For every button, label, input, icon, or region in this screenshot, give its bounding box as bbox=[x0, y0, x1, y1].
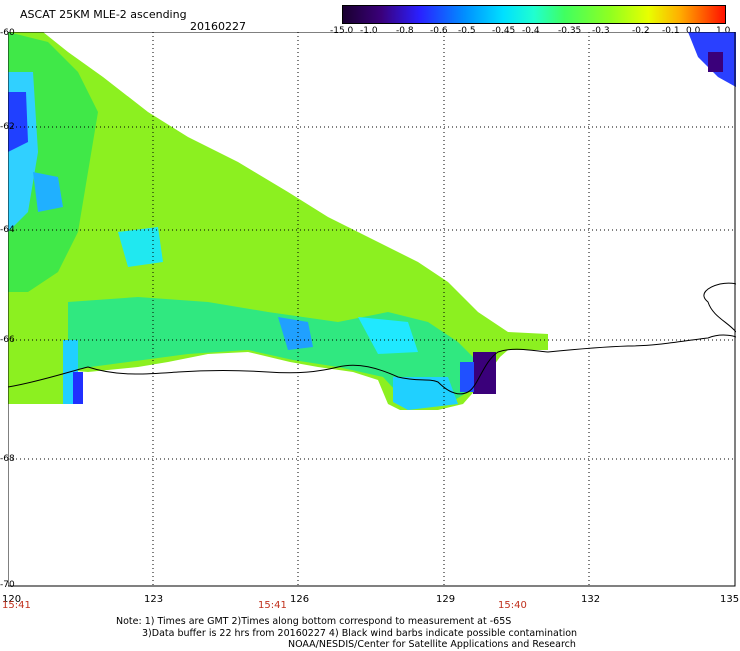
colorbar-label: -0.4 bbox=[522, 26, 540, 36]
note-line-3: NOAA/NESDIS/Center for Satellite Applica… bbox=[288, 639, 576, 650]
colorbar-label: -1.0 bbox=[360, 26, 378, 36]
time-label: 15:41 bbox=[2, 600, 31, 611]
colorbar-label: -0.5 bbox=[458, 26, 476, 36]
lat-label: -60 bbox=[0, 28, 15, 38]
note-line-1: Note: 1) Times are GMT 2)Times along bot… bbox=[116, 616, 512, 627]
product-title: ASCAT 25KM MLE-2 ascending bbox=[20, 8, 187, 21]
lat-label: -64 bbox=[0, 225, 15, 235]
notes: Note: 1) Times are GMT 2)Times along bot… bbox=[116, 616, 577, 651]
colorbar-label: 0.0 bbox=[686, 26, 701, 36]
colorbar-label: -0.2 bbox=[632, 26, 650, 36]
lon-label: 132 bbox=[581, 594, 601, 605]
note-line-2: 3)Data buffer is 22 hrs from 20160227 4)… bbox=[142, 627, 578, 639]
coastline bbox=[8, 334, 736, 395]
colorbar-labels: -15.0 -1.0 -0.8 -0.6 -0.5 -0.45 -0.4 -0.35 -0.3 -… bbox=[330, 26, 740, 38]
lat-label: -66 bbox=[0, 335, 15, 345]
time-label: 15:41 bbox=[258, 600, 287, 611]
colorbar-label: -0.8 bbox=[396, 26, 414, 36]
colorbar-label: -0.45 bbox=[492, 26, 516, 36]
coastline-east bbox=[703, 282, 736, 333]
lon-label: 120 bbox=[2, 594, 22, 605]
colorbar-label: -0.35 bbox=[558, 26, 582, 36]
colorbar-label: 1.0 bbox=[716, 26, 731, 36]
lon-label: 129 bbox=[436, 594, 456, 605]
colorbar-label: -15.0 bbox=[330, 26, 354, 36]
colorbar-label: -0.6 bbox=[430, 26, 448, 36]
map-panel bbox=[8, 32, 736, 587]
colorbar-label: -0.3 bbox=[592, 26, 610, 36]
lon-label: 135 bbox=[720, 594, 740, 605]
colorbar bbox=[342, 5, 726, 24]
wind-swath bbox=[8, 32, 736, 410]
colorbar-label: -0.1 bbox=[662, 26, 680, 36]
lon-label: 126 bbox=[290, 594, 310, 605]
lon-label: 123 bbox=[144, 594, 164, 605]
time-label: 15:40 bbox=[498, 600, 527, 611]
lat-label: -70 bbox=[0, 580, 15, 590]
grid-lines bbox=[8, 32, 736, 586]
lat-label: -68 bbox=[0, 454, 15, 464]
product-date: 20160227 bbox=[190, 20, 246, 33]
lat-label: -62 bbox=[0, 122, 15, 132]
